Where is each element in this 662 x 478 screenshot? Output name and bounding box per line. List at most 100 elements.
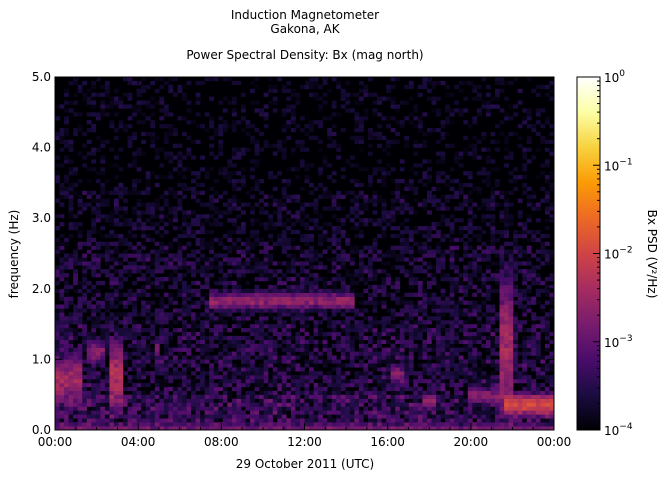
heatmap-cell xyxy=(95,292,101,297)
heatmap-cell xyxy=(95,194,101,199)
heatmap-cell xyxy=(186,339,192,345)
heatmap-cell xyxy=(445,104,450,109)
heatmap-cell xyxy=(186,335,192,341)
heatmap-cell xyxy=(440,277,446,282)
heatmap-cell xyxy=(141,222,147,227)
heatmap-cell xyxy=(204,308,210,313)
heatmap-cell xyxy=(436,410,441,415)
heatmap-cell xyxy=(476,331,482,337)
heatmap-cell xyxy=(231,182,237,188)
heatmap-cell xyxy=(445,233,450,239)
heatmap-cell xyxy=(109,386,115,392)
heatmap-cell xyxy=(436,363,441,368)
heatmap-cell xyxy=(417,288,423,294)
heatmap-cell xyxy=(336,237,342,243)
heatmap-cell xyxy=(123,382,128,388)
heatmap-cell xyxy=(204,300,210,305)
heatmap-cell xyxy=(426,331,432,337)
heatmap-cell xyxy=(73,182,78,188)
heatmap-cell xyxy=(399,343,405,348)
heatmap-cell xyxy=(426,167,432,172)
heatmap-cell xyxy=(304,269,310,274)
heatmap-cell xyxy=(195,375,201,380)
heatmap-cell xyxy=(245,316,251,321)
heatmap-cell xyxy=(377,253,382,258)
heatmap-cell xyxy=(377,233,382,239)
heatmap-cell xyxy=(77,343,83,348)
heatmap-cell xyxy=(236,284,242,290)
heatmap-cell xyxy=(377,390,382,395)
heatmap-cell xyxy=(304,273,310,278)
heatmap-cell xyxy=(304,296,310,301)
heatmap-cell xyxy=(336,273,342,278)
heatmap-cell xyxy=(55,359,60,364)
heatmap-cell xyxy=(404,249,410,254)
heatmap-cell xyxy=(381,277,387,282)
heatmap-cell xyxy=(104,214,110,219)
heatmap-cell xyxy=(386,210,391,215)
heatmap-cell xyxy=(340,288,346,294)
heatmap-cell xyxy=(336,80,342,86)
heatmap-cell xyxy=(141,375,147,380)
heatmap-cell xyxy=(390,390,396,395)
heatmap-cell xyxy=(417,316,423,321)
heatmap-cell xyxy=(318,359,323,364)
heatmap-cell xyxy=(404,371,410,376)
heatmap-cell xyxy=(286,347,292,352)
heatmap-cell xyxy=(182,359,187,364)
heatmap-cell xyxy=(481,171,487,176)
heatmap-cell xyxy=(440,398,446,403)
heatmap-cell xyxy=(422,324,428,329)
heatmap-cell xyxy=(349,206,355,211)
heatmap-cell xyxy=(59,351,65,356)
heatmap-cell xyxy=(449,320,455,325)
heatmap-cell xyxy=(449,178,455,184)
heatmap-cell xyxy=(354,112,360,117)
heatmap-cell xyxy=(231,402,237,407)
heatmap-cell xyxy=(64,335,69,341)
heatmap-cell xyxy=(182,229,187,235)
heatmap-cell xyxy=(132,186,137,192)
heatmap-cell xyxy=(318,226,323,231)
heatmap-cell xyxy=(309,300,314,305)
heatmap-cell xyxy=(440,324,446,329)
heatmap-cell xyxy=(358,308,364,313)
heatmap-cell xyxy=(372,331,378,337)
heatmap-cell xyxy=(458,410,464,415)
heatmap-cell xyxy=(182,210,187,215)
heatmap-cell xyxy=(399,159,405,164)
heatmap-cell xyxy=(227,367,233,372)
heatmap-cell xyxy=(163,131,169,137)
heatmap-cell xyxy=(422,312,428,317)
heatmap-cell xyxy=(458,88,464,93)
heatmap-cell xyxy=(159,226,165,231)
heatmap-cell xyxy=(395,131,401,137)
heatmap-cell xyxy=(449,351,455,356)
heatmap-cell xyxy=(417,280,423,286)
heatmap-cell xyxy=(213,178,219,184)
heatmap-cell xyxy=(417,178,423,184)
heatmap-cell xyxy=(250,375,255,380)
heatmap-cell xyxy=(399,339,405,345)
heatmap-cell xyxy=(172,127,178,133)
heatmap-cell xyxy=(268,84,274,90)
heatmap-cell xyxy=(240,320,246,325)
heatmap-cell xyxy=(55,355,60,360)
heatmap-cell xyxy=(163,265,169,270)
heatmap-cell xyxy=(290,269,296,274)
heatmap-cell xyxy=(272,426,278,431)
heatmap-cell xyxy=(327,410,333,415)
heatmap-cell xyxy=(426,414,432,419)
heatmap-cell xyxy=(417,371,423,376)
heatmap-cell xyxy=(449,280,455,286)
heatmap-cell xyxy=(286,182,292,188)
heatmap-cell xyxy=(327,320,333,325)
heatmap-cell xyxy=(472,135,478,141)
heatmap-cell xyxy=(436,308,441,313)
heatmap-cell xyxy=(218,292,224,297)
heatmap-cell xyxy=(95,116,101,121)
heatmap-cell xyxy=(426,127,432,133)
heatmap-cell xyxy=(449,194,455,199)
heatmap-cell xyxy=(358,222,364,227)
heatmap-cell xyxy=(118,390,124,395)
